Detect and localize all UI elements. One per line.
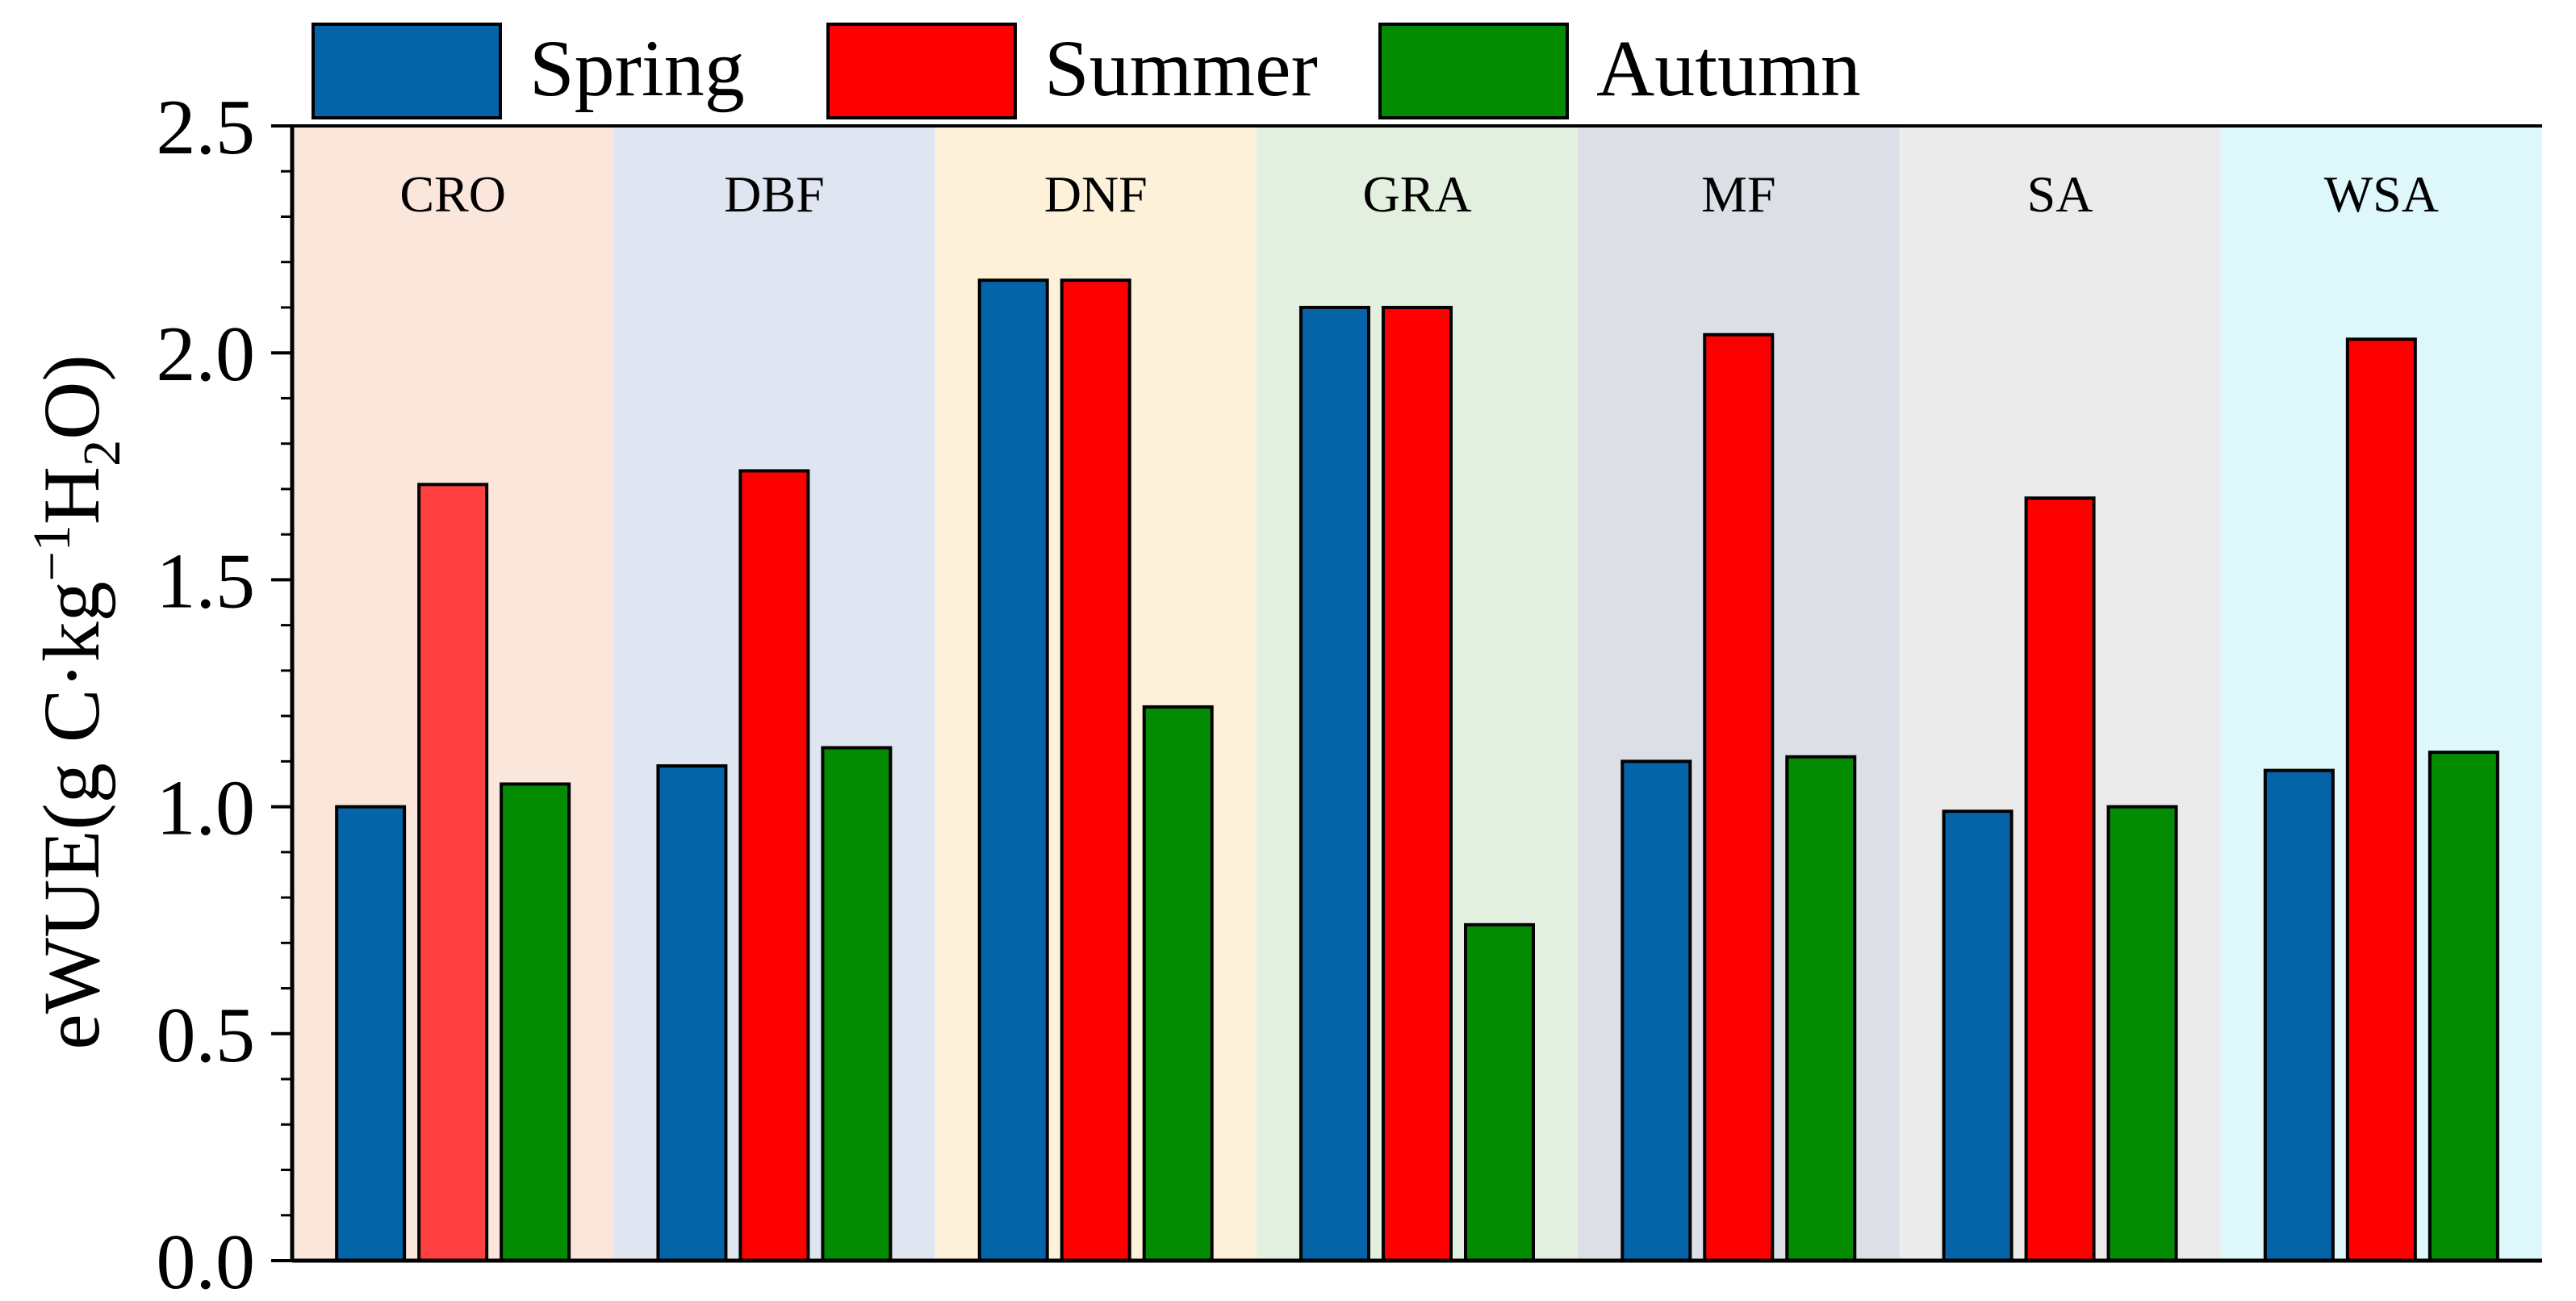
category-label-dnf: DNF: [1044, 165, 1148, 223]
bar-summer-wsa: [2345, 337, 2417, 1262]
y-tick-label: 2.0: [157, 311, 256, 398]
bar-autumn-gra: [1464, 922, 1535, 1262]
bar-spring-cro: [335, 805, 407, 1262]
y-tick-label: 2.5: [157, 84, 256, 171]
bar-summer-gra: [1382, 305, 1453, 1263]
y-axis-title-sup: −1: [23, 525, 82, 581]
category-label-sa: SA: [2027, 165, 2093, 223]
bar-summer-sa: [2024, 496, 2096, 1262]
y-tick-label: 0.5: [157, 992, 256, 1079]
bar-autumn-mf: [1785, 755, 1857, 1262]
legend: Spring Summer Autumn: [312, 23, 1861, 119]
y-axis-title-suffix: O): [27, 354, 116, 440]
legend-label-summer: Summer: [1044, 23, 1318, 113]
bar-autumn-cro: [500, 782, 571, 1262]
category-label-cro: CRO: [399, 165, 506, 223]
bar-autumn-sa: [2106, 805, 2178, 1262]
bar-spring-dnf: [977, 278, 1049, 1263]
bar-spring-wsa: [2263, 768, 2335, 1262]
y-axis-title-mid: H: [27, 466, 116, 525]
bar-spring-sa: [1942, 809, 2014, 1262]
bar-spring-mf: [1620, 759, 1692, 1262]
y-tick-label: 1.0: [157, 765, 256, 852]
y-axis-title-sub: 2: [73, 440, 132, 466]
bar-summer-dbf: [738, 469, 810, 1262]
legend-swatch-autumn: [1378, 23, 1569, 119]
bar-spring-dbf: [656, 763, 728, 1262]
category-labels: CRO DBF DNF GRA MF SA WSA: [399, 165, 2439, 223]
category-label-mf: MF: [1701, 165, 1776, 223]
bars: [335, 278, 2499, 1263]
bar-spring-gra: [1299, 305, 1370, 1263]
bar-summer-dnf: [1060, 278, 1131, 1263]
y-axis-title-prefix: eWUE(g C·kg: [27, 581, 116, 1049]
y-tick-label: 0.0: [157, 1219, 256, 1301]
bar-autumn-dbf: [821, 746, 893, 1262]
bar-autumn-wsa: [2428, 751, 2499, 1262]
category-label-dbf: DBF: [724, 165, 825, 223]
y-tick-label: 1.5: [157, 538, 256, 625]
legend-label-spring: Spring: [529, 23, 745, 113]
legend-label-autumn: Autumn: [1596, 23, 1861, 113]
bar-summer-mf: [1703, 333, 1775, 1263]
y-axis-title: eWUE(g C·kg−1H2O): [23, 354, 132, 1049]
axes: 0.0 0.5 1.0 1.5 2.0 2.5: [157, 84, 2542, 1301]
legend-swatch-spring: [312, 23, 502, 119]
bar-summer-cro: [417, 483, 489, 1262]
category-label-gra: GRA: [1362, 165, 1471, 223]
legend-swatch-summer: [826, 23, 1017, 119]
category-label-wsa: WSA: [2324, 165, 2439, 223]
bar-autumn-dnf: [1142, 705, 1214, 1262]
